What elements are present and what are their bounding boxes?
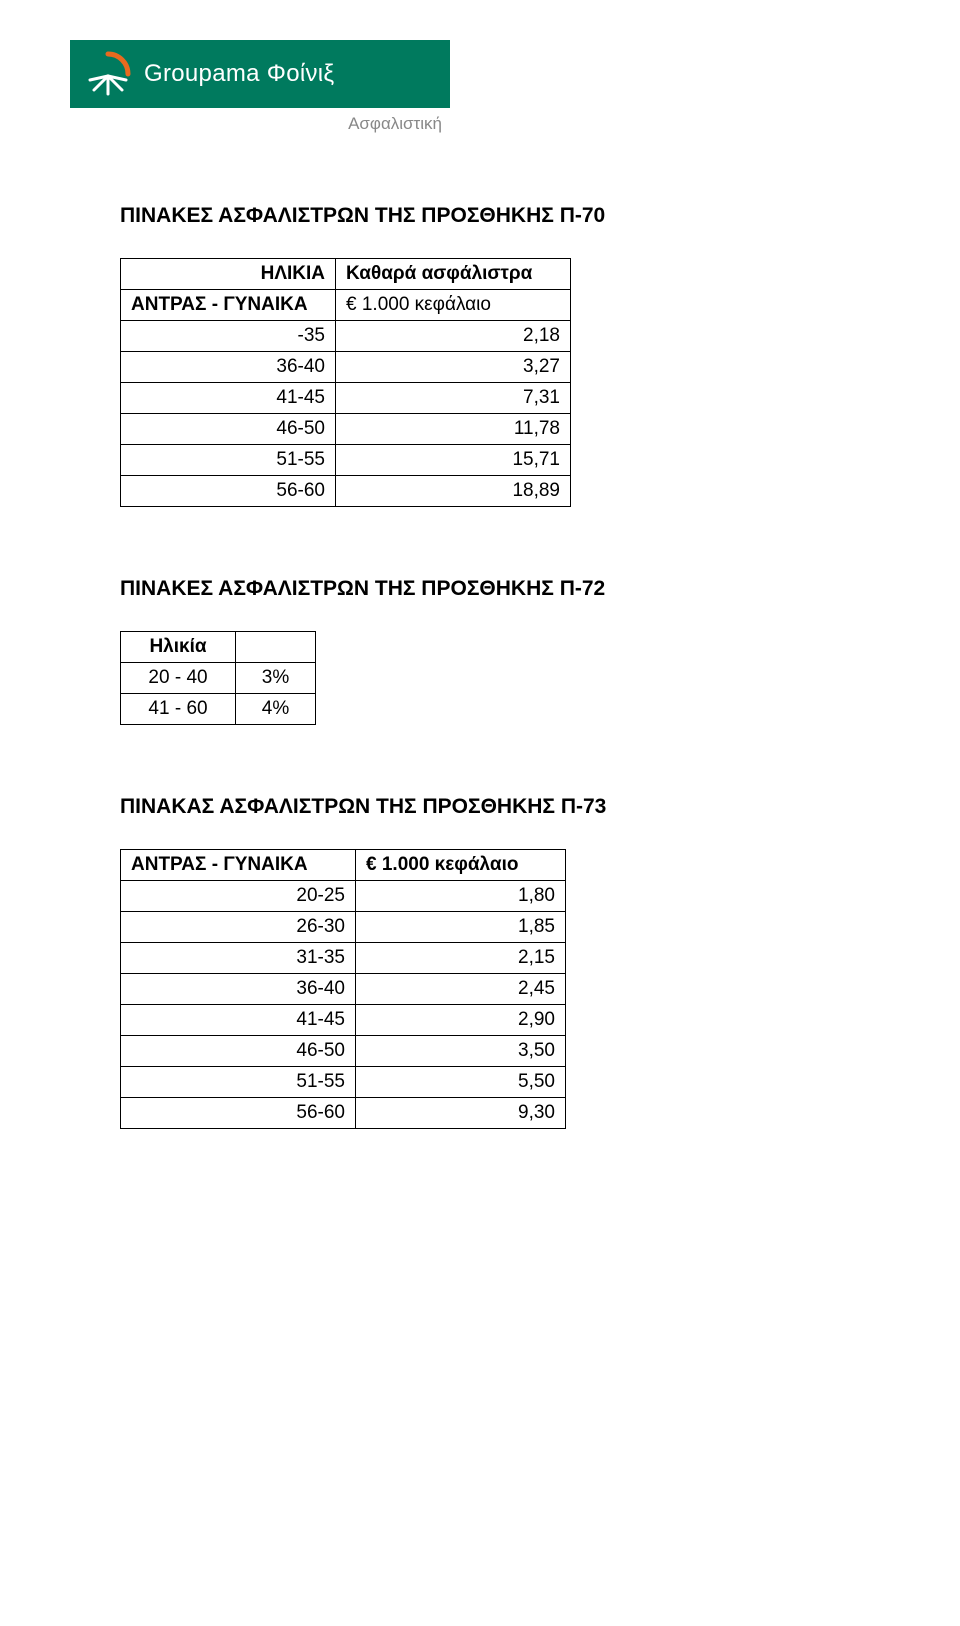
cell-empty xyxy=(236,632,316,663)
col-header-premium: Καθαρά ασφάλιστρα xyxy=(336,259,571,290)
logo-bar: Groupama Φοίνιξ xyxy=(70,40,450,108)
cell-age: 41-45 xyxy=(121,1005,356,1036)
cell-val: 18,89 xyxy=(336,476,571,507)
table-p72: Ηλικία 20 - 40 3% 41 - 60 4% xyxy=(120,631,316,725)
cell-age: 20 - 40 xyxy=(121,663,236,694)
cell-age: 36-40 xyxy=(121,352,336,383)
cell-val: 2,90 xyxy=(356,1005,566,1036)
cell-age: 31-35 xyxy=(121,943,356,974)
table-row: 20 - 40 3% xyxy=(121,663,316,694)
table-row: 56-60 9,30 xyxy=(121,1098,566,1129)
col-header-capital: € 1.000 κεφάλαιο xyxy=(356,850,566,881)
section-title-p70: ΠΙΝΑΚΕΣ ΑΣΦΑΛΙΣΤΡΩΝ ΤΗΣ ΠΡΟΣΘΗΚΗΣ Π-70 xyxy=(120,204,890,228)
brand-subtitle: Ασφαλιστική xyxy=(70,108,450,134)
table-row: 41 - 60 4% xyxy=(121,694,316,725)
table-row: -35 2,18 xyxy=(121,321,571,352)
col-header-age: ΗΛΙΚΙΑ xyxy=(121,259,336,290)
table-row: 41-45 7,31 xyxy=(121,383,571,414)
cell-age: 46-50 xyxy=(121,414,336,445)
cell-age: -35 xyxy=(121,321,336,352)
logo-block: Groupama Φοίνιξ Ασφαλιστική xyxy=(70,40,450,134)
brand-name: Groupama Φοίνιξ xyxy=(144,60,334,88)
table-row: 51-55 5,50 xyxy=(121,1067,566,1098)
cell-val: 15,71 xyxy=(336,445,571,476)
cell-val: 9,30 xyxy=(356,1098,566,1129)
col-header-age: Ηλικία xyxy=(121,632,236,663)
table-row: ΑΝΤΡΑΣ - ΓΥΝΑΙΚΑ € 1.000 κεφάλαιο xyxy=(121,850,566,881)
cell-val: 1,80 xyxy=(356,881,566,912)
table-row: 20-25 1,80 xyxy=(121,881,566,912)
cell-age: 46-50 xyxy=(121,1036,356,1067)
table-row: ΑΝΤΡΑΣ - ΓΥΝΑΙΚΑ € 1.000 κεφάλαιο xyxy=(121,290,571,321)
section-title-p73: ΠΙΝΑΚΑΣ ΑΣΦΑΛΙΣΤΡΩΝ ΤΗΣ ΠΡΟΣΘΗΚΗΣ Π-73 xyxy=(120,795,890,819)
cell-age: 41-45 xyxy=(121,383,336,414)
table-row: 36-40 3,27 xyxy=(121,352,571,383)
cell-age: 56-60 xyxy=(121,1098,356,1129)
table-row: 41-45 2,90 xyxy=(121,1005,566,1036)
cell-val: 11,78 xyxy=(336,414,571,445)
cell-age: 41 - 60 xyxy=(121,694,236,725)
table-row: 26-30 1,85 xyxy=(121,912,566,943)
cell-age: 56-60 xyxy=(121,476,336,507)
table-p73: ΑΝΤΡΑΣ - ΓΥΝΑΙΚΑ € 1.000 κεφάλαιο 20-25 … xyxy=(120,849,566,1129)
cell-age: 51-55 xyxy=(121,445,336,476)
table-row: 46-50 11,78 xyxy=(121,414,571,445)
cell-val: 5,50 xyxy=(356,1067,566,1098)
cell-val: 2,45 xyxy=(356,974,566,1005)
cell-val: 3,27 xyxy=(336,352,571,383)
cell-val: 1,85 xyxy=(356,912,566,943)
cell-val: 2,18 xyxy=(336,321,571,352)
cell-val: 2,15 xyxy=(356,943,566,974)
document-page: Groupama Φοίνιξ Ασφαλιστική ΠΙΝΑΚΕΣ ΑΣΦΑ… xyxy=(0,0,960,1189)
table-row: ΗΛΙΚΙΑ Καθαρά ασφάλιστρα xyxy=(121,259,571,290)
table-row: 36-40 2,45 xyxy=(121,974,566,1005)
cell-age: 36-40 xyxy=(121,974,356,1005)
cell-pct: 4% xyxy=(236,694,316,725)
row-value-capital: € 1.000 κεφάλαιο xyxy=(336,290,571,321)
table-row: 56-60 18,89 xyxy=(121,476,571,507)
table-row: 46-50 3,50 xyxy=(121,1036,566,1067)
cell-age: 20-25 xyxy=(121,881,356,912)
cell-age: 51-55 xyxy=(121,1067,356,1098)
table-row: 31-35 2,15 xyxy=(121,943,566,974)
brand-icon xyxy=(84,50,132,98)
table-p70: ΗΛΙΚΙΑ Καθαρά ασφάλιστρα ΑΝΤΡΑΣ - ΓΥΝΑΙΚ… xyxy=(120,258,571,507)
cell-val: 7,31 xyxy=(336,383,571,414)
cell-age: 26-30 xyxy=(121,912,356,943)
table-row: 51-55 15,71 xyxy=(121,445,571,476)
row-label-gender: ΑΝΤΡΑΣ - ΓΥΝΑΙΚΑ xyxy=(121,290,336,321)
table-row: Ηλικία xyxy=(121,632,316,663)
cell-val: 3,50 xyxy=(356,1036,566,1067)
section-title-p72: ΠΙΝΑΚΕΣ ΑΣΦΑΛΙΣΤΡΩΝ ΤΗΣ ΠΡΟΣΘΗΚΗΣ Π-72 xyxy=(120,577,890,601)
cell-pct: 3% xyxy=(236,663,316,694)
col-header-gender: ΑΝΤΡΑΣ - ΓΥΝΑΙΚΑ xyxy=(121,850,356,881)
